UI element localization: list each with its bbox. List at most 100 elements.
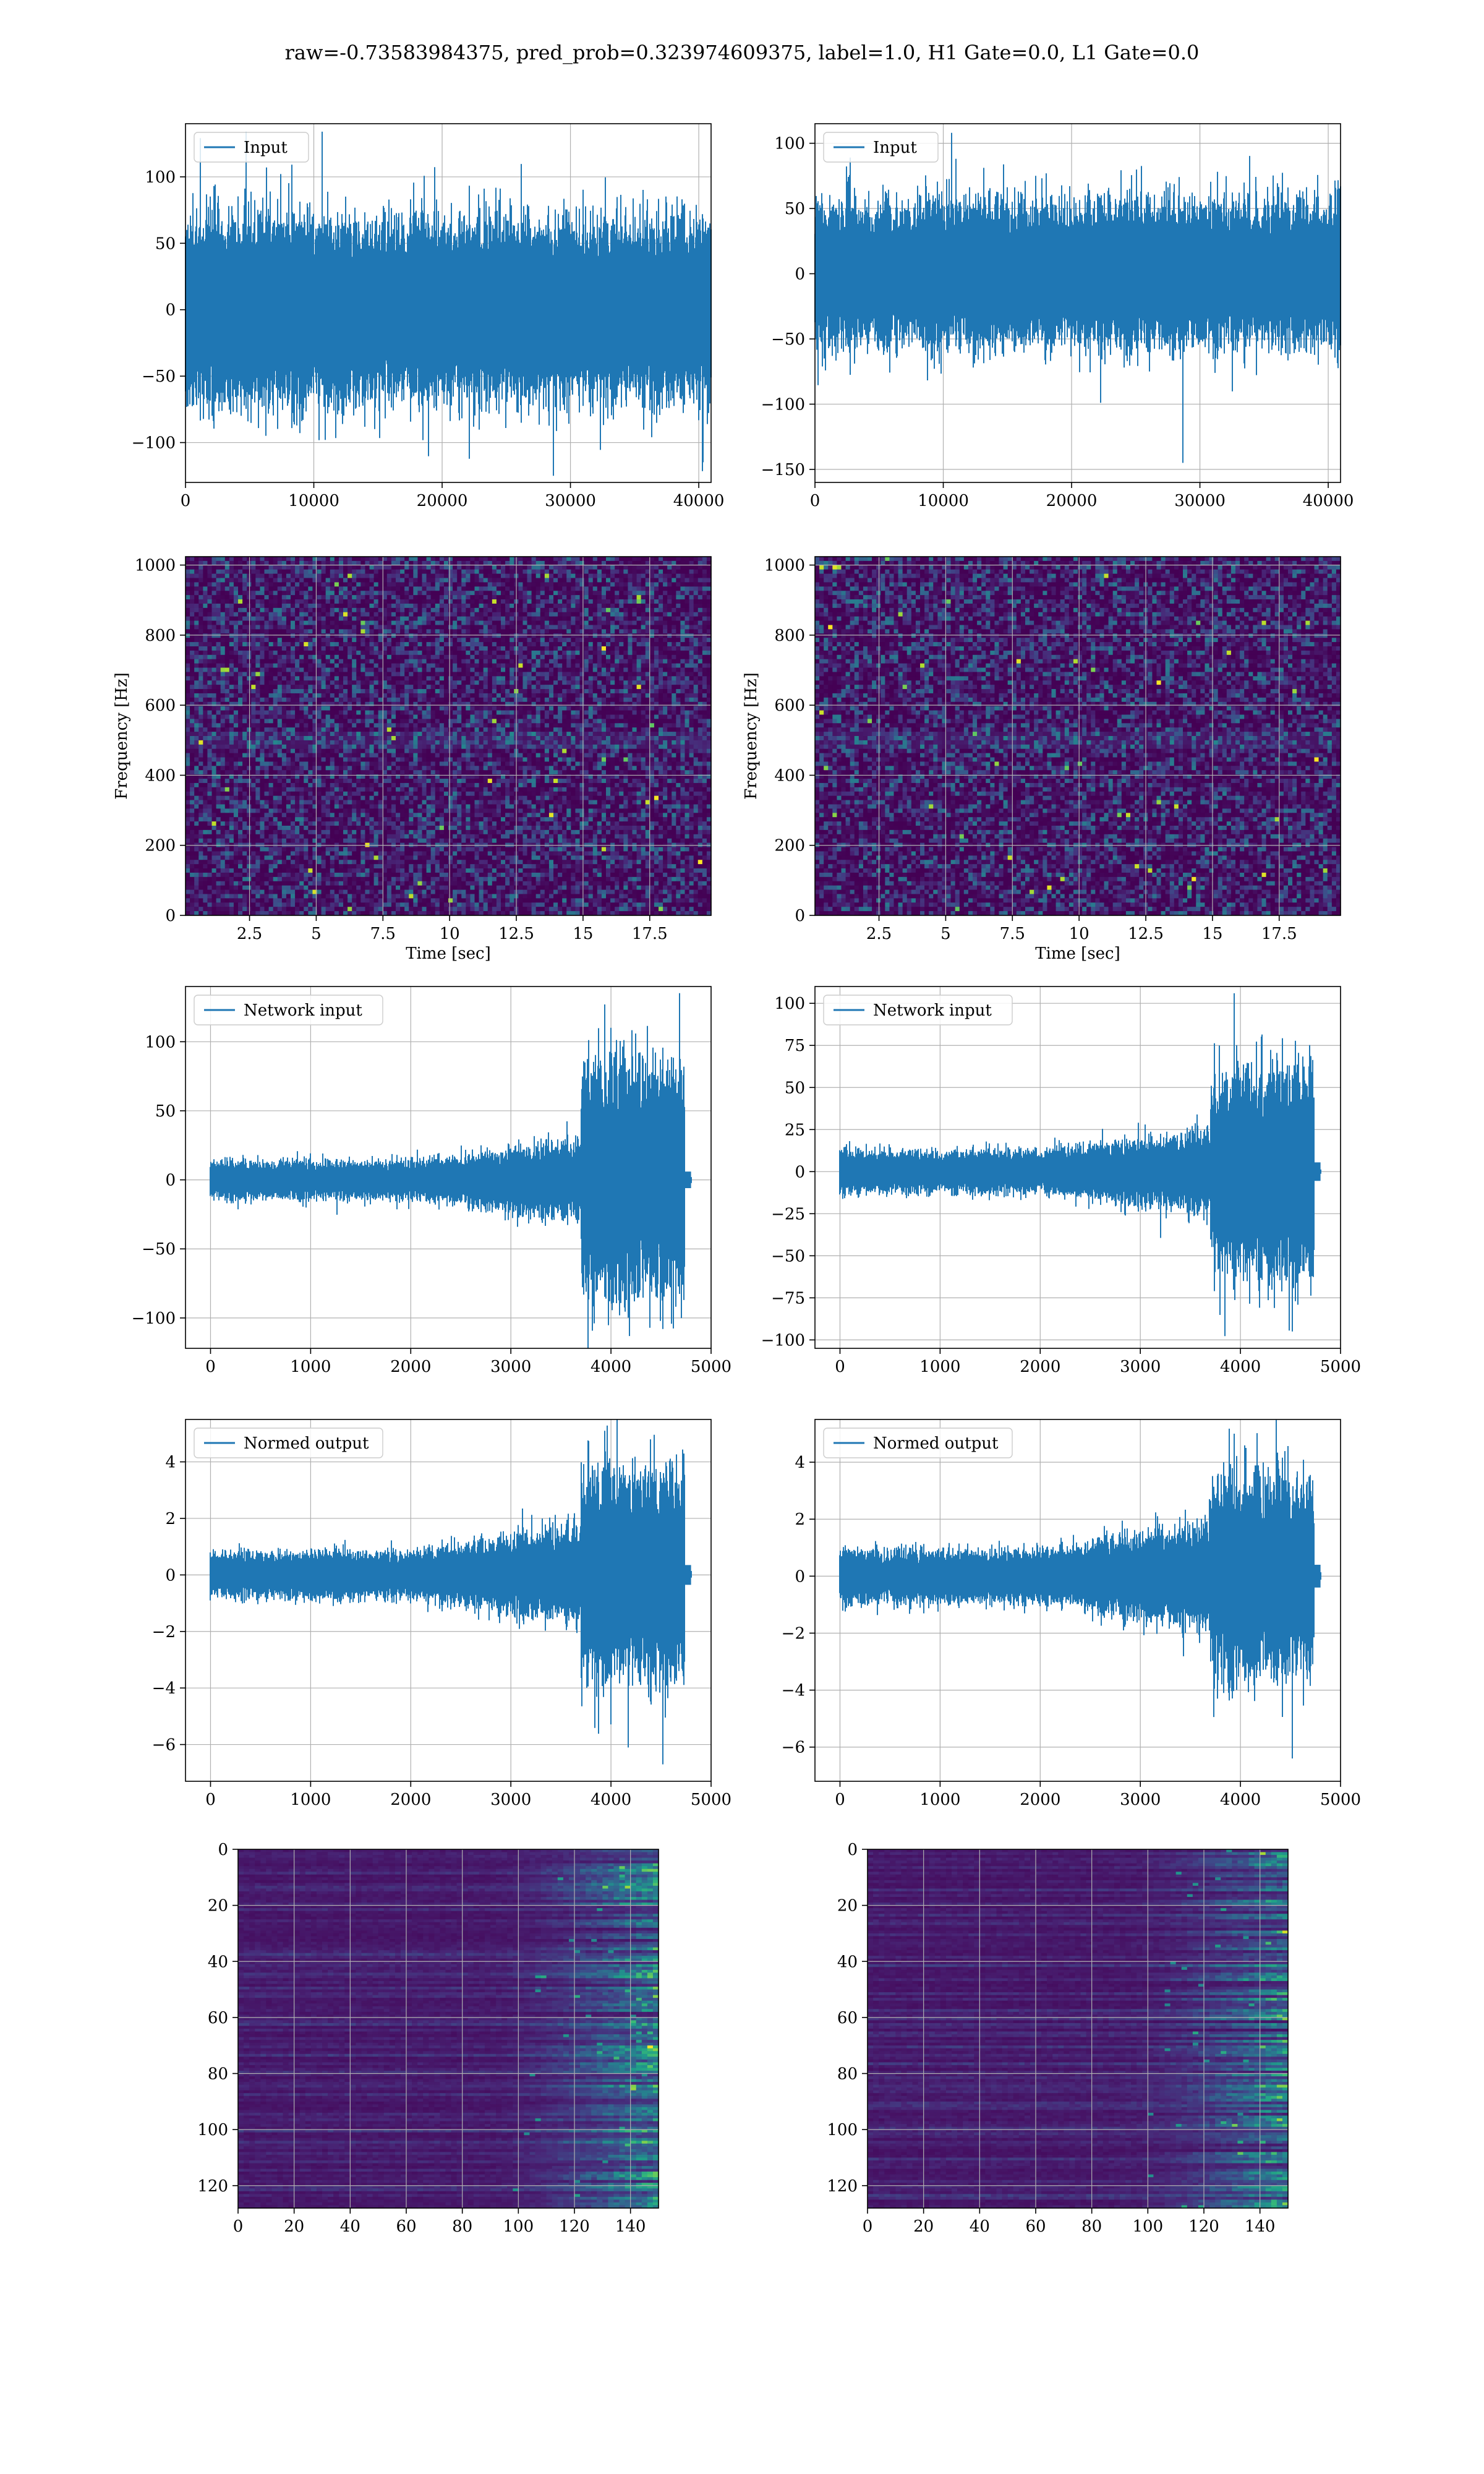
- l1-spectrogram-chart: 2.5 5 7.5 10 12.5 15 17.502004006008001000Time…: [742, 557, 1341, 963]
- x-tick-label: 80: [1081, 2217, 1102, 2236]
- x-tick-label: 30000: [1174, 492, 1226, 510]
- x-tick-label: 1000: [290, 1358, 331, 1376]
- y-tick-label: 80: [837, 2065, 858, 2084]
- x-tick-label: 120: [559, 2217, 590, 2236]
- x-tick-label: 4000: [591, 1358, 631, 1376]
- x-tick-label: 20000: [417, 492, 468, 510]
- x-tick-label: 5000: [1320, 1358, 1361, 1376]
- heatmap-cells: [868, 1849, 1289, 2209]
- y-tick-label: −25: [771, 1205, 805, 1223]
- y-tick-label: 100: [145, 168, 176, 187]
- y-tick-label: 50: [155, 234, 176, 253]
- x-tick-label: 0: [835, 1358, 845, 1376]
- x-tick-label: 0: [863, 2217, 873, 2236]
- y-tick-label: −50: [771, 330, 805, 349]
- series-tail: [685, 1171, 691, 1188]
- y-tick-label: 40: [208, 1953, 228, 1971]
- y-tick-label: 0: [165, 1171, 176, 1190]
- y-tick-label: 100: [145, 1033, 176, 1051]
- x-tick-label: 4000: [591, 1791, 631, 1809]
- y-tick-label: −100: [132, 434, 176, 453]
- x-tick-label: 60: [1025, 2217, 1046, 2236]
- y-tick-label: 0: [165, 907, 176, 925]
- y-tick-label: 0: [165, 301, 176, 320]
- y-tick-label: 20: [837, 1897, 858, 1915]
- y-axis-label: Frequency [Hz]: [113, 672, 131, 800]
- x-tick-label: 2.5: [237, 925, 262, 943]
- x-tick-label: 2.5: [866, 925, 892, 943]
- x-tick-label: 12.5: [1128, 925, 1164, 943]
- y-tick-label: 2: [165, 1510, 176, 1528]
- series-line: [815, 133, 1341, 463]
- y-tick-label: 1000: [764, 557, 805, 575]
- series-line: [840, 993, 1321, 1336]
- y-tick-label: −6: [152, 1736, 176, 1755]
- y-tick-label: 400: [774, 766, 805, 785]
- x-tick-label: 10000: [288, 492, 339, 510]
- y-tick-label: 0: [165, 1566, 176, 1585]
- y-tick-label: 100: [827, 2121, 858, 2139]
- x-tick-label: 3000: [490, 1791, 531, 1809]
- x-tick-label: 5000: [691, 1358, 731, 1376]
- y-tick-label: 200: [774, 837, 805, 855]
- y-tick-label: 0: [847, 1841, 858, 1859]
- x-tick-label: 140: [615, 2217, 646, 2236]
- y-tick-label: 1000: [135, 557, 176, 575]
- x-tick-label: 1000: [919, 1358, 960, 1376]
- x-tick-label: 100: [1133, 2217, 1164, 2236]
- y-tick-label: 120: [197, 2177, 228, 2196]
- x-tick-label: 0: [810, 492, 821, 510]
- x-tick-label: 40: [970, 2217, 990, 2236]
- y-tick-label: 0: [795, 1567, 805, 1586]
- y-tick-label: 80: [208, 2065, 228, 2084]
- series-tail: [1315, 1565, 1321, 1588]
- y-tick-label: −6: [782, 1739, 805, 1757]
- h1-spectrogram-chart: 2.5 5 7.5 10 12.5 15 17.502004006008001000Time…: [113, 557, 712, 963]
- x-tick-label: 20: [913, 2217, 934, 2236]
- y-tick-label: 120: [827, 2177, 858, 2196]
- y-tick-label: 25: [785, 1121, 805, 1139]
- x-tick-label: 15: [573, 925, 593, 943]
- y-tick-label: −2: [152, 1623, 176, 1641]
- heatmap-cells: [815, 557, 1341, 916]
- h1-network-input-chart: 0 1000 2000 3000 4000 5000−100−50050100Networ…: [132, 987, 732, 1376]
- x-tick-label: 15: [1202, 925, 1222, 943]
- x-tick-label: 12.5: [498, 925, 534, 943]
- x-tick-label: 17.5: [632, 925, 668, 943]
- y-tick-label: −150: [761, 461, 805, 479]
- y-tick-label: 100: [197, 2121, 228, 2139]
- y-tick-label: 20: [208, 1897, 228, 1915]
- y-tick-label: −4: [152, 1679, 176, 1698]
- y-tick-label: 600: [145, 696, 176, 715]
- x-tick-label: 5: [311, 925, 322, 943]
- y-tick-label: −50: [771, 1247, 805, 1265]
- legend-label: Input: [244, 139, 288, 157]
- x-tick-label: 100: [503, 2217, 534, 2236]
- figure-canvas: 0 10000 20000 30000 40000−100−50050100Input0…: [0, 0, 1484, 2474]
- x-tick-label: 0: [233, 2217, 244, 2236]
- y-tick-label: −2: [782, 1624, 805, 1643]
- x-tick-label: 7.5: [1000, 925, 1025, 943]
- y-tick-label: 0: [795, 265, 805, 284]
- x-tick-label: 40: [340, 2217, 360, 2236]
- y-tick-label: −75: [771, 1289, 805, 1308]
- legend-label: Network input: [873, 1001, 992, 1020]
- x-tick-label: 2000: [1020, 1791, 1060, 1809]
- x-tick-label: 30000: [545, 492, 596, 510]
- y-tick-label: 75: [785, 1037, 805, 1055]
- y-tick-label: −100: [761, 395, 805, 414]
- legend-label: Normed output: [244, 1434, 369, 1453]
- x-tick-label: 20000: [1046, 492, 1098, 510]
- y-tick-label: 4: [795, 1453, 805, 1472]
- y-tick-label: 4: [165, 1453, 176, 1472]
- x-tick-label: 0: [181, 492, 191, 510]
- x-tick-label: 40000: [1303, 492, 1354, 510]
- legend-label: Normed output: [873, 1434, 999, 1453]
- y-tick-label: 200: [145, 837, 176, 855]
- l1-network-input-chart: 0 1000 2000 3000 4000 5000−100−75−50−25025507…: [761, 987, 1362, 1376]
- x-tick-label: 10000: [918, 492, 969, 510]
